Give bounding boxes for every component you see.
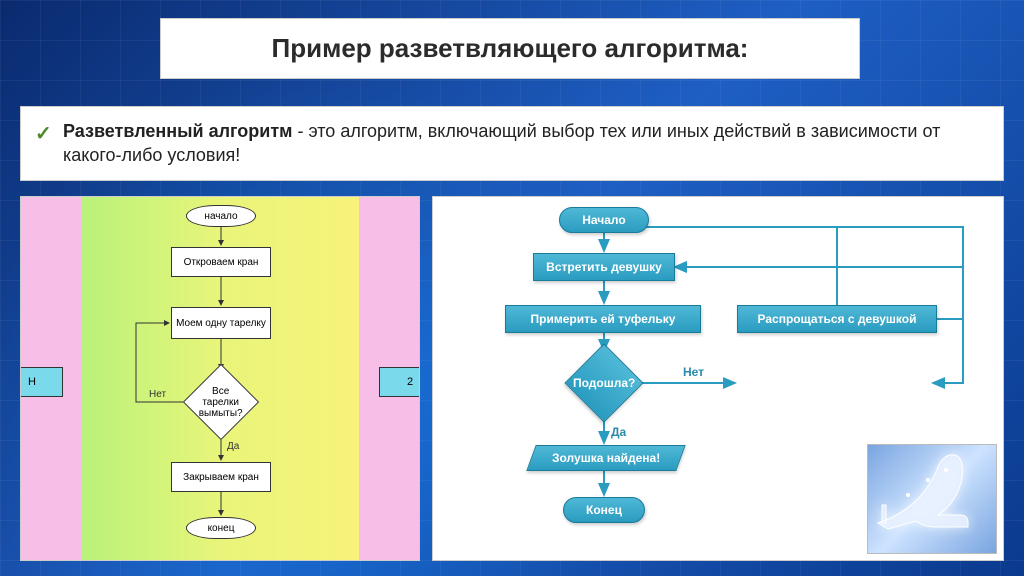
left-flowchart-panel: Н 2 Нет Да начало Откроваем кран Моем од… [20, 196, 420, 561]
definition-text: Разветвленный алгоритм - это алгоритм, в… [63, 119, 985, 168]
title-box: Пример разветвляющего алгоритма: [160, 18, 860, 79]
rf-label-no: Нет [683, 365, 704, 379]
glass-shoe-image [867, 444, 997, 554]
rf-node-start: Начало [559, 207, 649, 233]
left-flowchart: Н 2 Нет Да начало Откроваем кран Моем од… [21, 197, 419, 560]
lf-node-wash: Моем одну тарелку [171, 307, 271, 339]
lf-node-start: начало [186, 205, 256, 227]
left-yes-label: Да [227, 441, 240, 452]
slide-title: Пример разветвляющего алгоритма: [181, 33, 839, 64]
rf-node-end: Конец [563, 497, 645, 523]
lf-node-open: Откроваем кран [171, 247, 271, 277]
definition-box: ✓ Разветвленный алгоритм - это алгоритм,… [20, 106, 1004, 181]
rf-node-found: Золушка найдена! [526, 445, 685, 471]
right-flowchart: Начало Встретить девушку Примерить ей ту… [433, 197, 1003, 560]
rf-node-found-label: Золушка найдена! [552, 451, 660, 465]
check-icon: ✓ [35, 121, 52, 146]
right-flowchart-panel: Начало Встретить девушку Примерить ей ту… [432, 196, 1004, 561]
rf-node-bye: Распрощаться с девушкой [737, 305, 937, 333]
lf-node-close: Закрываем кран [171, 462, 271, 492]
rf-label-yes: Да [611, 425, 626, 439]
rf-node-try: Примерить ей туфельку [505, 305, 701, 333]
lf-node-cond-label: Все тарелки вымыты? [199, 386, 243, 419]
left-no-label: Нет [149, 389, 166, 400]
rf-node-cond-label: Подошла? [573, 376, 635, 390]
lf-node-end: конец [186, 517, 256, 539]
slide: Пример разветвляющего алгоритма: ✓ Разве… [0, 0, 1024, 576]
definition-term: Разветвленный алгоритм [63, 121, 292, 141]
rf-node-meet: Встретить девушку [533, 253, 675, 281]
